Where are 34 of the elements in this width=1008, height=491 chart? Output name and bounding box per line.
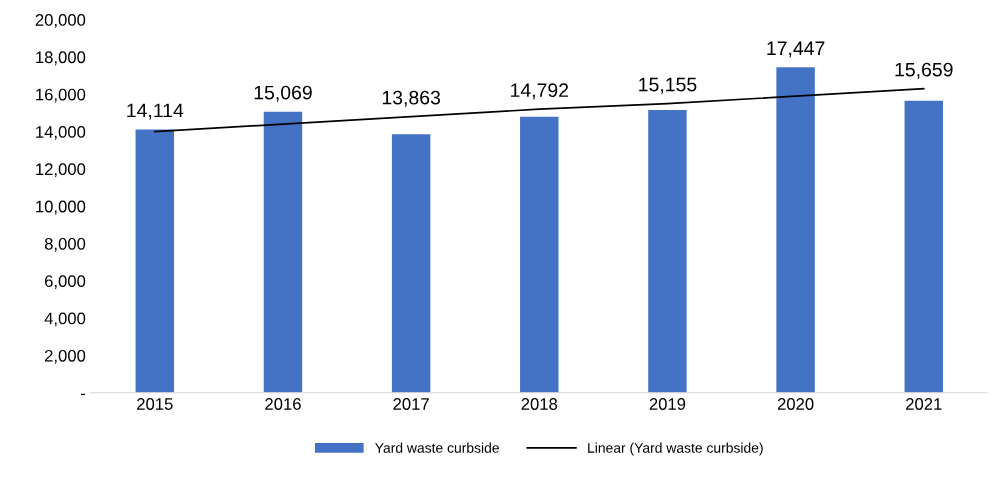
legend-label: Yard waste curbside [375,442,499,453]
data-label: 15,155 [639,77,697,94]
bar [904,100,943,393]
bar [648,110,687,393]
x-tick-label: 2015 [137,398,173,410]
y-tick-label: - [81,393,86,396]
bar [263,111,303,393]
data-label: 15,069 [254,85,312,102]
y-tick-label: 2,000 [44,349,86,364]
x-tick-label: 2020 [777,398,814,410]
data-label: 17,447 [767,41,825,58]
y-tick-label: 18,000 [36,51,86,66]
bar [520,116,559,393]
y-tick-label: 14,000 [36,125,86,140]
y-tick-label: 16,000 [36,88,86,103]
y-tick-label: 8,000 [44,237,86,252]
data-label: 14,114 [127,103,184,120]
bar [391,134,431,393]
y-tick-label: 6,000 [45,275,86,290]
data-label: 15,659 [895,62,953,79]
x-tick-label: 2016 [265,398,301,410]
data-label: 14,792 [511,83,569,100]
x-tick-label: 2019 [649,398,686,410]
bar [776,67,815,393]
legend-label: Linear (Yard waste curbside) [588,442,763,456]
y-tick-label: 20,000 [35,14,86,28]
y-tick-label: 4,000 [44,312,86,327]
y-tick-label: 12,000 [36,163,86,178]
x-tick-label: 2017 [393,398,429,410]
bar [135,129,175,393]
data-label: 13,863 [382,90,440,107]
x-tick-label: 2021 [906,398,942,410]
y-tick-label: 10,000 [36,200,86,215]
x-tick-label: 2018 [521,398,558,410]
